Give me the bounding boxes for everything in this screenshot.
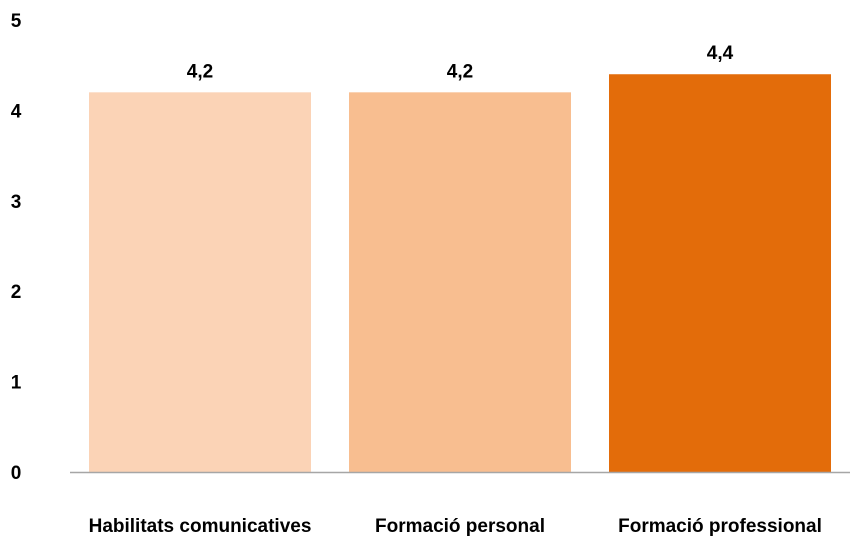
y-tick-label: 2 — [11, 282, 22, 303]
bar-value-label: 4,4 — [707, 43, 734, 64]
bar-value-label: 4,2 — [187, 61, 213, 82]
y-tick-label: 3 — [11, 192, 22, 213]
y-tick-label: 4 — [11, 101, 22, 122]
y-axis-ticks: 0 1 2 3 4 5 — [11, 11, 22, 484]
category-label: Formació professional — [618, 516, 822, 537]
bars — [89, 74, 831, 473]
bar — [89, 92, 311, 472]
data-labels: 4,2 4,2 4,4 — [187, 43, 734, 82]
bar-value-label: 4,2 — [447, 61, 473, 82]
bar — [609, 74, 831, 473]
y-tick-label: 0 — [11, 463, 22, 484]
y-tick-label: 1 — [11, 373, 22, 394]
category-labels: Habilitats comunicatives Formació persona… — [89, 516, 822, 537]
category-label: Formació personal — [375, 516, 545, 537]
category-label: Habilitats comunicatives — [89, 516, 312, 537]
bar — [349, 92, 571, 472]
y-tick-label: 5 — [11, 11, 22, 32]
